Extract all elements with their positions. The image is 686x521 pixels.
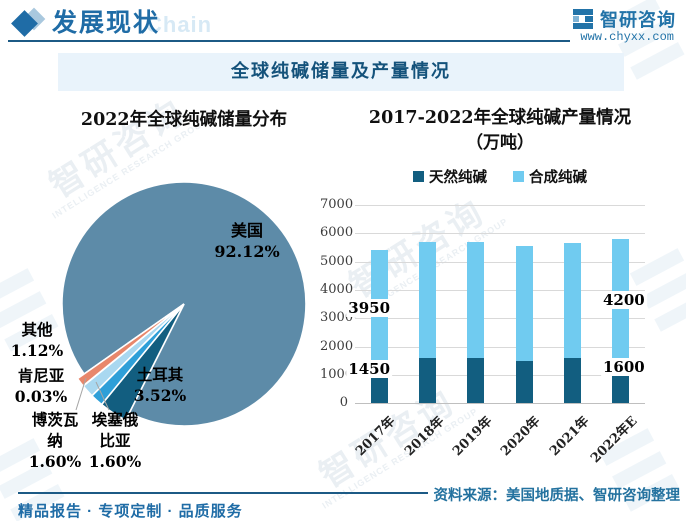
header-divider xyxy=(8,40,570,42)
section-title: 发展现状 xyxy=(52,9,161,37)
bar-2021年-合成纯碱 xyxy=(564,243,581,358)
bar-value-1600: 1600 xyxy=(600,357,647,376)
data-source: 资料来源：美国地质据、智研咨询整理 xyxy=(433,488,681,504)
legend-label-natural: 天然纯碱 xyxy=(429,169,487,186)
gridline-1000 xyxy=(355,374,645,376)
gridline-0 xyxy=(355,403,645,405)
bar-value-1450: 1450 xyxy=(346,359,393,378)
y-tick-5000: 5000 xyxy=(320,253,354,269)
gridline-4000 xyxy=(355,289,645,291)
bar-2021年-天然纯碱 xyxy=(564,357,581,404)
bar-value-3950: 3950 xyxy=(346,299,393,318)
pie-label-其他: 其他 1.12% xyxy=(6,319,68,361)
y-tick-1000: 1000 xyxy=(320,366,354,382)
bar-value-4200: 4200 xyxy=(600,291,647,310)
pie-label-line: 土耳其 xyxy=(136,365,184,384)
pie-label-line: 1.60% xyxy=(88,452,142,471)
bar-2018年-天然纯碱 xyxy=(419,357,436,404)
pie-label-line: 0.03% xyxy=(14,387,68,406)
gridline-3000 xyxy=(355,318,645,320)
pie-label-line: 肯尼亚 xyxy=(17,366,65,385)
y-tick-4000: 4000 xyxy=(320,281,354,297)
pie-label-line: 1.60% xyxy=(28,452,82,471)
gridline-5000 xyxy=(355,261,645,263)
bar-2020年-天然纯碱 xyxy=(515,360,533,404)
pie-label-line: 比亚 xyxy=(99,431,131,450)
bar-2019年-合成纯碱 xyxy=(467,241,485,358)
pie-label-土耳其: 土耳其 3.52% xyxy=(128,364,192,406)
pie-label-埃塞俄比亚: 埃塞俄比亚 1.60% xyxy=(84,409,146,472)
pie-label-line: 其他 xyxy=(21,320,53,339)
bar-chart-unit: （万吨） xyxy=(466,133,534,153)
pie-label-line: 纳 xyxy=(47,431,63,450)
pie-label-line: 3.52% xyxy=(133,386,187,405)
y-tick-3000: 3000 xyxy=(320,310,354,326)
bar-chart-plot: 0 1000 2000 3000 4000 5000 6000 7000 2017年 2018年 2… xyxy=(320,195,686,495)
pie-label-美国: 美国 92.12% xyxy=(205,220,289,262)
pie-leader-line xyxy=(95,381,110,411)
brand-logo: 智研咨询 xyxy=(572,6,676,32)
y-tick-0: 0 xyxy=(339,395,348,411)
pie-chart-title: 2022年全球纯碱储量分布 xyxy=(80,110,288,130)
brand-name: 智研咨询 xyxy=(600,10,676,30)
pie-chart xyxy=(61,181,307,427)
gridline-2000 xyxy=(355,346,645,348)
bar-chart-title: 2017-2022年全球纯碱产量情况 xyxy=(368,108,632,128)
gridline-7000 xyxy=(355,205,645,206)
section-diamond-icon xyxy=(10,7,50,40)
legend-swatch-natural xyxy=(413,171,424,182)
brand-url: www.chyxx.com xyxy=(580,30,674,44)
y-tick-6000: 6000 xyxy=(320,225,354,241)
bar-2018年-合成纯碱 xyxy=(419,241,436,358)
page-title: 全球纯碱储量及产量情况 xyxy=(58,53,624,91)
pie-label-line: 博茨瓦 xyxy=(31,410,79,429)
y-tick-7000: 7000 xyxy=(320,197,354,212)
pie-label-line: 1.12% xyxy=(10,341,64,360)
pie-label-line: 埃塞俄 xyxy=(91,410,139,429)
bar-2019年-天然纯碱 xyxy=(467,357,485,404)
brand-logo-icon xyxy=(573,9,593,29)
gridline-6000 xyxy=(355,233,645,235)
pie-label-line: 美国 xyxy=(230,221,263,240)
legend-item-synthetic: 合成纯碱 xyxy=(513,166,587,187)
legend-swatch-synthetic xyxy=(513,171,524,182)
bar-chart-legend: 天然纯碱 合成纯碱 xyxy=(334,166,666,187)
legend-item-natural: 天然纯碱 xyxy=(413,166,487,187)
legend-label-synthetic: 合成纯碱 xyxy=(529,169,587,186)
bar-2020年-合成纯碱 xyxy=(515,246,533,361)
pie-label-博茨瓦纳: 博茨瓦纳 1.60% xyxy=(24,409,86,472)
pie-label-肯尼亚: 肯尼亚 0.03% xyxy=(6,365,76,407)
y-tick-2000: 2000 xyxy=(320,338,354,354)
footer-slogan: 精品报告 · 专项定制 · 品质服务 xyxy=(18,503,243,520)
pie-label-line: 92.12% xyxy=(214,242,280,261)
pie-leader-line xyxy=(75,377,87,411)
footer-divider xyxy=(18,492,428,494)
